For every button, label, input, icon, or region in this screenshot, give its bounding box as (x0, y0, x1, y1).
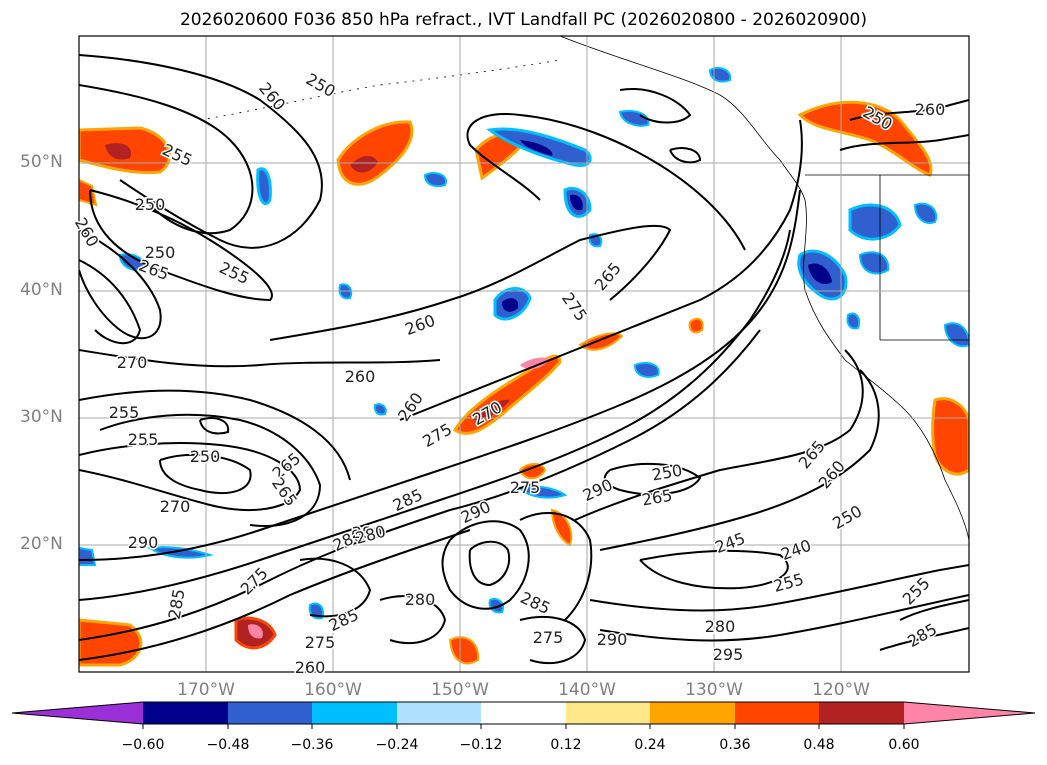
contour-label: 250 (190, 447, 221, 466)
lat-label-20n: 20°N (20, 534, 63, 554)
colorbar-segment (228, 702, 312, 724)
colorbar-tick: −0.12 (459, 737, 503, 753)
contour-label: 260 (915, 100, 946, 119)
colorbar-segment (312, 702, 397, 724)
lon-label-150w: 150°W (431, 680, 489, 700)
colorbar-tick: 0.36 (719, 737, 751, 753)
contour-label: 280 (705, 617, 736, 636)
colorbar-segment (819, 702, 904, 724)
map-title: 2026020600 F036 850 hPa refract., IVT La… (179, 10, 867, 30)
colorbar-segment (904, 702, 1035, 724)
colorbar-segment (397, 702, 481, 724)
colorbar-tick: 0.48 (803, 737, 835, 753)
colorbar-segment (481, 702, 566, 724)
contour-label: 280 (352, 523, 383, 542)
lat-label-40n: 40°N (20, 280, 63, 300)
colorbar-tick: −0.60 (121, 737, 165, 753)
contour-label: 270 (160, 497, 191, 516)
contour-label: 255 (128, 430, 159, 449)
colorbar-tick: 0.12 (550, 737, 582, 753)
lat-label-30n: 30°N (20, 407, 63, 427)
contour-label: 260 (295, 658, 326, 677)
colorbar-tick: −0.24 (375, 737, 419, 753)
map-frame (78, 35, 970, 673)
lat-label-50n: 50°N (20, 152, 63, 172)
lon-label-120w: 120°W (812, 680, 870, 700)
contour-label: 275 (533, 628, 564, 647)
contour-label: 250 (135, 195, 166, 214)
coastlines (199, 36, 969, 541)
colorbar-segment (143, 702, 228, 724)
colorbar-tick: −0.36 (290, 737, 334, 753)
contour-lines (79, 54, 969, 665)
contour-label: 295 (713, 645, 744, 664)
shaded-anomalies (79, 67, 969, 667)
colorbar-tick: 0.24 (634, 737, 666, 753)
colorbar-tick: 0.60 (888, 737, 920, 753)
lon-label-130w: 130°W (685, 680, 743, 700)
colorbar-tick: −0.48 (206, 737, 250, 753)
lon-label-140w: 140°W (558, 680, 616, 700)
colorbar-segment (566, 702, 650, 724)
contour-label: 275 (510, 478, 541, 497)
colorbar-segment (735, 702, 819, 724)
contour-label: 250 (145, 243, 176, 262)
lon-label-170w: 170°W (177, 680, 235, 700)
map-content (79, 36, 969, 672)
contour-label: 290 (597, 630, 628, 649)
contour-label: 255 (109, 403, 140, 422)
lon-label-160w: 160°W (304, 680, 362, 700)
contour-label: 290 (128, 533, 159, 552)
contour-label: 275 (305, 633, 336, 652)
colorbar-segment (12, 702, 143, 724)
colorbar (11, 701, 1036, 729)
contour-label: 260 (345, 367, 376, 386)
contour-label: 280 (405, 590, 436, 609)
contour-label: 270 (117, 353, 148, 372)
colorbar-segment (650, 702, 735, 724)
